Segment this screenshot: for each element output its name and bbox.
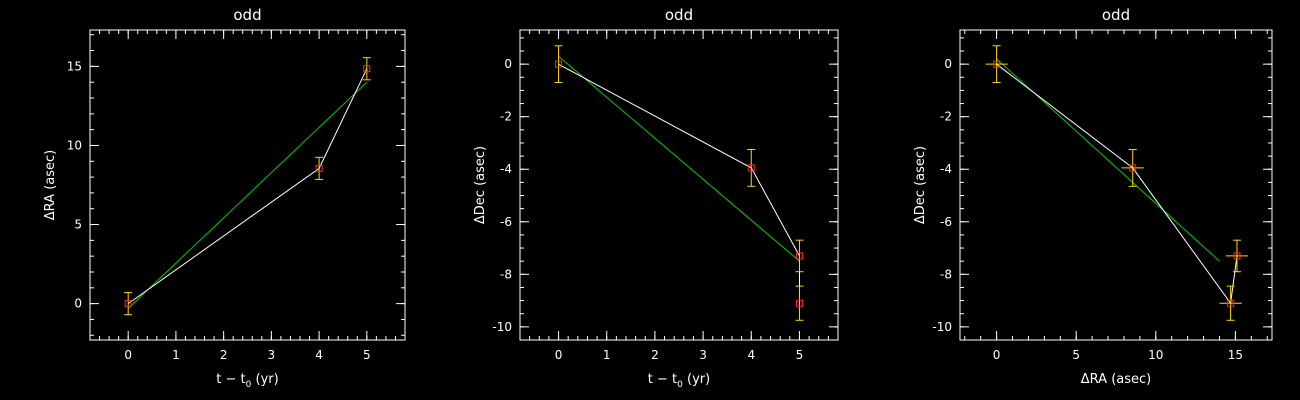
data-point: [1129, 164, 1137, 172]
data-line: [558, 63, 800, 304]
x-axis-label-subscript: 0: [246, 380, 252, 390]
plot-frame: [89, 29, 406, 341]
x-tick-label: 1: [603, 348, 611, 362]
y-tick-label: -8: [500, 267, 512, 281]
y-tick-label: -2: [940, 110, 952, 124]
x-axis-label-suffix: (yr): [683, 372, 710, 387]
chart-title: odd: [233, 6, 261, 24]
x-tick-label: 3: [268, 348, 276, 362]
y-tick-label: 15: [67, 59, 82, 73]
x-axis-label: t − t0 (yr): [648, 372, 710, 390]
chart-title: odd: [1102, 6, 1130, 24]
y-tick-label: -6: [500, 215, 512, 229]
y-tick-label: -8: [940, 267, 952, 281]
x-axis-label-suffix: (yr): [251, 372, 278, 387]
y-tick-label: 0: [944, 57, 952, 71]
y-tick-label: -2: [500, 110, 512, 124]
y-tick-label: 0: [504, 57, 512, 71]
data-point: [795, 252, 803, 260]
x-axis-label-subscript: 0: [677, 380, 683, 390]
x-axis-label-main: ΔRA (asec): [1081, 372, 1151, 387]
fit-line: [558, 55, 800, 262]
y-tick-label: 0: [74, 297, 82, 311]
x-tick-label: 0: [993, 348, 1001, 362]
x-tick-label: 2: [651, 348, 659, 362]
panel-dec-vs-ra: 0 5 10 15 0 -2 -4 -6 -8 -10 odd ΔRA (asec) ΔDec (ase…: [913, 6, 1273, 387]
data-point: [993, 60, 1001, 68]
y-tick-label: -10: [932, 320, 952, 334]
y-tick-label: 5: [74, 218, 82, 232]
data-point: [124, 300, 132, 308]
x-tick-label: 15: [1228, 348, 1243, 362]
data-point: [363, 65, 371, 73]
data-point: [747, 164, 755, 172]
x-axis-label-main: t − t: [648, 372, 677, 387]
data-point: [1227, 299, 1235, 307]
chart-title: odd: [665, 6, 693, 24]
y-tick-label: 10: [67, 138, 82, 152]
y-axis-label: ΔRA (asec): [43, 150, 58, 220]
x-tick-label: 4: [315, 348, 323, 362]
data-point: [315, 164, 323, 172]
data-point: [795, 299, 803, 307]
y-tick-label: -4: [500, 162, 512, 176]
x-axis-label: t − t0 (yr): [216, 372, 278, 390]
x-tick-label: 10: [1148, 348, 1163, 362]
y-axis-label: ΔDec (asec): [473, 146, 488, 224]
plot-frame: [519, 29, 839, 341]
y-tick-label: -6: [940, 215, 952, 229]
plot-frame: [959, 29, 1273, 341]
data-point: [555, 60, 563, 68]
x-tick-label: 0: [555, 348, 563, 362]
y-tick-label: -10: [492, 320, 512, 334]
x-tick-label: 5: [796, 348, 804, 362]
x-tick-label: 4: [747, 348, 755, 362]
x-tick-label: 5: [1072, 348, 1080, 362]
data-line: [127, 68, 368, 305]
data-point: [1233, 252, 1241, 260]
x-axis-label: ΔRA (asec): [1081, 372, 1151, 387]
fit-line: [127, 81, 368, 309]
x-tick-label: 0: [124, 348, 132, 362]
x-tick-label: 3: [699, 348, 707, 362]
y-axis-label: ΔDec (asec): [913, 146, 928, 224]
x-tick-label: 1: [172, 348, 180, 362]
x-tick-label: 2: [220, 348, 228, 362]
x-tick-label: 5: [363, 348, 371, 362]
x-axis-label-main: t − t: [216, 372, 245, 387]
data-line: [996, 63, 1238, 305]
y-tick-label: -4: [940, 162, 952, 176]
